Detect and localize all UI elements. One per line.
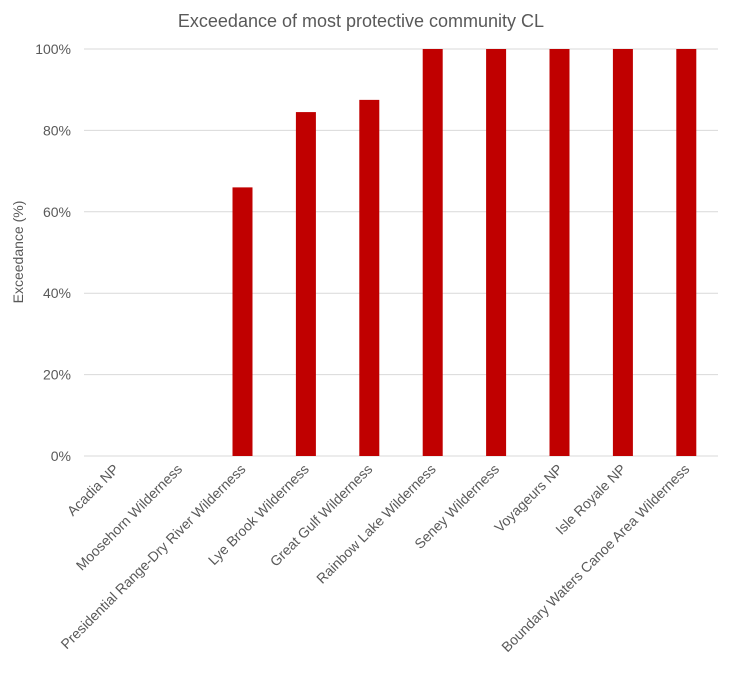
bar [612, 49, 633, 456]
bar [549, 49, 570, 456]
bar [232, 187, 253, 456]
y-tick-label: 60% [43, 204, 71, 220]
chart-title: Exceedance of most protective community … [178, 11, 544, 31]
x-tick-label: Moosehorn Wilderness [73, 461, 186, 574]
bar [359, 99, 380, 456]
y-tick-label: 100% [35, 41, 71, 57]
y-tick-label: 40% [43, 285, 71, 301]
y-tick-label: 0% [51, 448, 71, 464]
y-axis-label: Exceedance (%) [10, 201, 26, 304]
bar [676, 49, 697, 456]
bar [486, 49, 507, 456]
y-tick-labels: 0% 20% 40% 60% 80% 100% [35, 41, 71, 464]
gridlines [84, 48, 718, 457]
x-tick-label: Rainbow Lake Wilderness [313, 461, 439, 587]
x-tick-label: Acadia NP [64, 461, 122, 519]
y-tick-label: 20% [43, 367, 71, 383]
y-tick-label: 80% [43, 122, 71, 138]
bar [422, 49, 443, 456]
bars [232, 49, 697, 457]
bar [295, 112, 316, 457]
